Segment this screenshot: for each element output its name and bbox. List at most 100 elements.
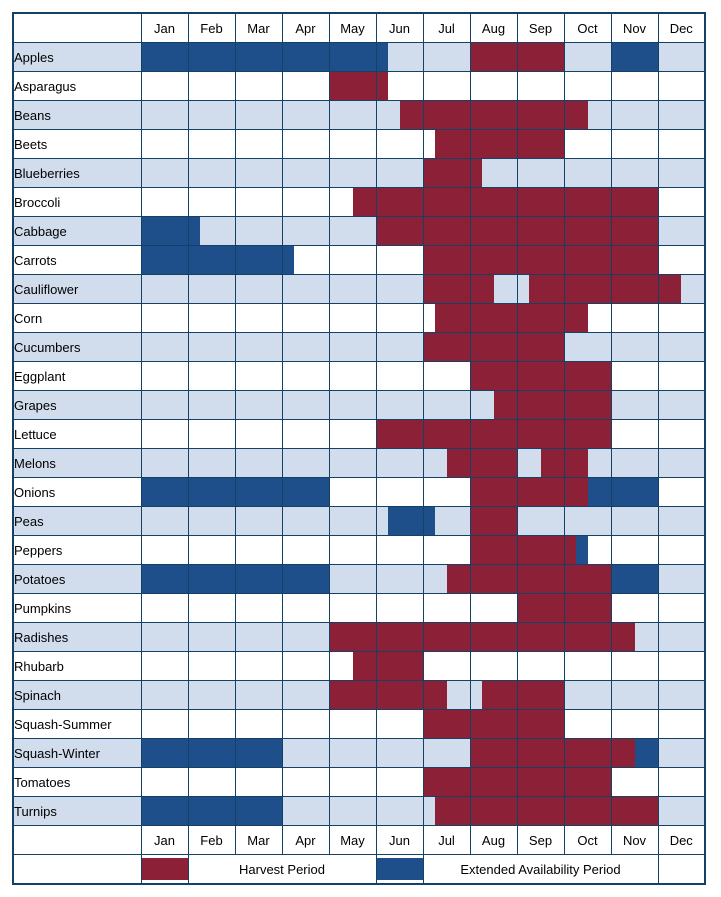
extended-bar [189, 478, 235, 506]
extended-bar [236, 43, 282, 71]
calendar-cell [329, 768, 376, 797]
calendar-cell [235, 739, 282, 768]
calendar-cell [376, 768, 423, 797]
harvest-bar [565, 536, 577, 564]
calendar-cell [517, 449, 564, 478]
calendar-cell [658, 710, 705, 739]
harvest-bar [424, 246, 470, 274]
calendar-cell [235, 710, 282, 739]
calendar-cell [423, 333, 470, 362]
calendar-cell [141, 449, 188, 478]
row-label: Onions [13, 478, 141, 507]
month-footer: Aug [470, 826, 517, 855]
calendar-cell [282, 420, 329, 449]
calendar-cell [282, 449, 329, 478]
calendar-cell [235, 159, 282, 188]
harvest-bar [612, 275, 658, 303]
calendar-cell [141, 43, 188, 72]
calendar-cell [658, 536, 705, 565]
extended-bar [142, 797, 188, 825]
calendar-cell [141, 507, 188, 536]
calendar-cell [517, 507, 564, 536]
extended-bar [142, 246, 188, 274]
calendar-cell [282, 391, 329, 420]
table-row: Eggplant [13, 362, 705, 391]
calendar-cell [282, 565, 329, 594]
table-row: Apples [13, 43, 705, 72]
calendar-cell [376, 43, 423, 72]
calendar-cell [141, 188, 188, 217]
month-footer: May [329, 826, 376, 855]
calendar-cell [658, 565, 705, 594]
calendar-cell [141, 246, 188, 275]
harvest-bar [565, 420, 611, 448]
calendar-cell [141, 275, 188, 304]
legend-extended-label: Extended Availability Period [423, 855, 658, 885]
calendar-cell [376, 739, 423, 768]
table-row: Turnips [13, 797, 705, 826]
extended-bar [283, 565, 329, 593]
calendar-cell [658, 391, 705, 420]
harvest-bar [424, 275, 470, 303]
row-label: Squash-Summer [13, 710, 141, 739]
calendar-cell [564, 768, 611, 797]
calendar-cell [517, 43, 564, 72]
month-footer: Dec [658, 826, 705, 855]
calendar-cell [611, 72, 658, 101]
calendar-cell [329, 652, 376, 681]
harvest-bar [471, 449, 517, 477]
calendar-cell [329, 449, 376, 478]
calendar-cell [564, 304, 611, 333]
harvest-bar [471, 536, 517, 564]
harvest-bar [424, 333, 470, 361]
extended-bar [236, 797, 282, 825]
calendar-cell [517, 565, 564, 594]
calendar-cell [282, 681, 329, 710]
harvest-bar [518, 391, 564, 419]
month-footer: Sep [517, 826, 564, 855]
table-row: Cucumbers [13, 333, 705, 362]
calendar-cell [564, 333, 611, 362]
calendar-cell [188, 159, 235, 188]
calendar-cell [376, 507, 423, 536]
harvest-bar [565, 623, 611, 651]
harvest-bar [435, 797, 470, 825]
month-header: Mar [235, 13, 282, 43]
extended-bar [142, 739, 188, 767]
calendar-cell [611, 333, 658, 362]
calendar-cell [470, 420, 517, 449]
calendar-cell [611, 565, 658, 594]
harvest-bar [565, 275, 611, 303]
calendar-cell [235, 130, 282, 159]
calendar-cell [611, 797, 658, 826]
table-row: Spinach [13, 681, 705, 710]
calendar-cell [611, 768, 658, 797]
extended-bar [142, 43, 188, 71]
table-row: Squash-Summer [13, 710, 705, 739]
calendar-cell [564, 478, 611, 507]
availability-calendar-table: Jan Feb Mar Apr May Jun Jul Aug Sep Oct … [12, 12, 706, 885]
harvest-bar [612, 797, 658, 825]
calendar-cell [235, 246, 282, 275]
harvest-bar [518, 681, 564, 709]
row-label: Grapes [13, 391, 141, 420]
corner-cell [13, 13, 141, 43]
harvest-bar [377, 217, 423, 245]
calendar-cell [423, 130, 470, 159]
harvest-bar [565, 565, 611, 593]
calendar-cell [564, 217, 611, 246]
month-footer: Jan [141, 826, 188, 855]
calendar-cell [470, 507, 517, 536]
calendar-cell [376, 420, 423, 449]
calendar-cell [658, 101, 705, 130]
table-row: Asparagus [13, 72, 705, 101]
harvest-bar [471, 159, 483, 187]
calendar-cell [282, 362, 329, 391]
calendar-cell [658, 217, 705, 246]
calendar-cell [329, 275, 376, 304]
calendar-cell [329, 565, 376, 594]
calendar-cell [564, 391, 611, 420]
calendar-cell [188, 304, 235, 333]
harvest-bar [565, 478, 588, 506]
harvest-bar [565, 101, 588, 129]
